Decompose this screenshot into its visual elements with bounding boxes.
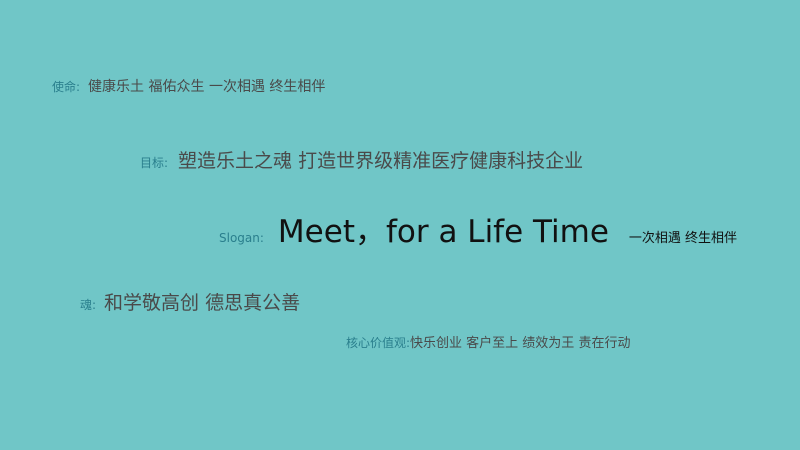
- core-values-text: 快乐创业 客户至上 绩效为王 责在行动: [410, 336, 631, 351]
- soul-label: 魂:: [80, 298, 97, 312]
- goal-row: 目标: 塑造乐土之魂 打造世界级精准医疗健康科技企业: [140, 146, 583, 173]
- soul-text: 和学敬高创 德思真公善: [104, 292, 301, 314]
- slogan-text: Meet，for a Life Time: [277, 214, 609, 250]
- slogan-subtext: 一次相遇 终生相伴: [628, 231, 738, 246]
- mission-label: 使命:: [52, 80, 81, 94]
- soul-row: 魂: 和学敬高创 德思真公善: [80, 288, 300, 315]
- mission-text: 健康乐土 福佑众生 一次相遇 终生相伴: [88, 79, 326, 95]
- core-values-row: 核心价值观: 快乐创业 客户至上 绩效为王 责在行动: [346, 332, 630, 351]
- slogan-label: Slogan:: [219, 231, 264, 245]
- core-values-label: 核心价值观:: [346, 336, 411, 350]
- goal-text: 塑造乐土之魂 打造世界级精准医疗健康科技企业: [178, 150, 584, 172]
- mission-row: 使命: 健康乐土 福佑众生 一次相遇 终生相伴: [52, 76, 325, 96]
- slogan-row: Slogan: Meet，for a Life Time 一次相遇 终生相伴: [219, 206, 737, 251]
- goal-label: 目标:: [140, 156, 169, 170]
